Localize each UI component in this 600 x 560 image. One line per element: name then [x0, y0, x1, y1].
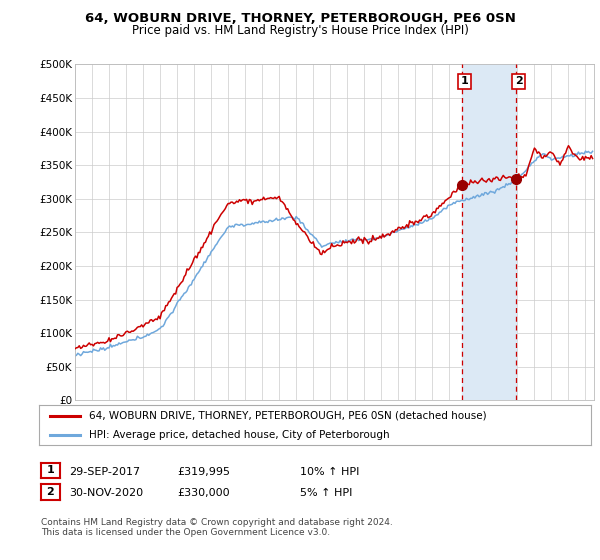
- Text: Contains HM Land Registry data © Crown copyright and database right 2024.
This d: Contains HM Land Registry data © Crown c…: [41, 518, 392, 538]
- Text: 2: 2: [47, 487, 54, 497]
- Text: £330,000: £330,000: [177, 488, 230, 498]
- Text: HPI: Average price, detached house, City of Peterborough: HPI: Average price, detached house, City…: [89, 430, 389, 440]
- Text: 1: 1: [47, 465, 54, 475]
- Text: £319,995: £319,995: [177, 466, 230, 477]
- Text: 29-SEP-2017: 29-SEP-2017: [69, 466, 140, 477]
- Bar: [462, 64, 516, 400]
- Text: Price paid vs. HM Land Registry's House Price Index (HPI): Price paid vs. HM Land Registry's House …: [131, 24, 469, 37]
- Text: 30-NOV-2020: 30-NOV-2020: [69, 488, 143, 498]
- Text: 1: 1: [461, 77, 469, 86]
- Text: 64, WOBURN DRIVE, THORNEY, PETERBOROUGH, PE6 0SN (detached house): 64, WOBURN DRIVE, THORNEY, PETERBOROUGH,…: [89, 411, 487, 421]
- Text: 5% ↑ HPI: 5% ↑ HPI: [300, 488, 352, 498]
- Text: 2: 2: [515, 77, 523, 86]
- Text: 10% ↑ HPI: 10% ↑ HPI: [300, 466, 359, 477]
- Text: 64, WOBURN DRIVE, THORNEY, PETERBOROUGH, PE6 0SN: 64, WOBURN DRIVE, THORNEY, PETERBOROUGH,…: [85, 12, 515, 25]
